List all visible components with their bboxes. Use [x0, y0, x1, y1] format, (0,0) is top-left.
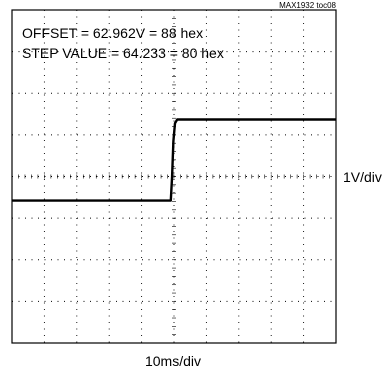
waveform-trace [12, 118, 336, 202]
figure-id-label: MAX1932 toc08 [279, 1, 336, 10]
x-scale-label: 10ms/div [144, 353, 202, 369]
offset-annotation: OFFSET = 62.962V = 88 hex [22, 25, 204, 41]
step-value-annotation: STEP VALUE = 64.233 = 80 hex [22, 45, 224, 61]
y-scale-label: 1V/div [343, 169, 382, 185]
